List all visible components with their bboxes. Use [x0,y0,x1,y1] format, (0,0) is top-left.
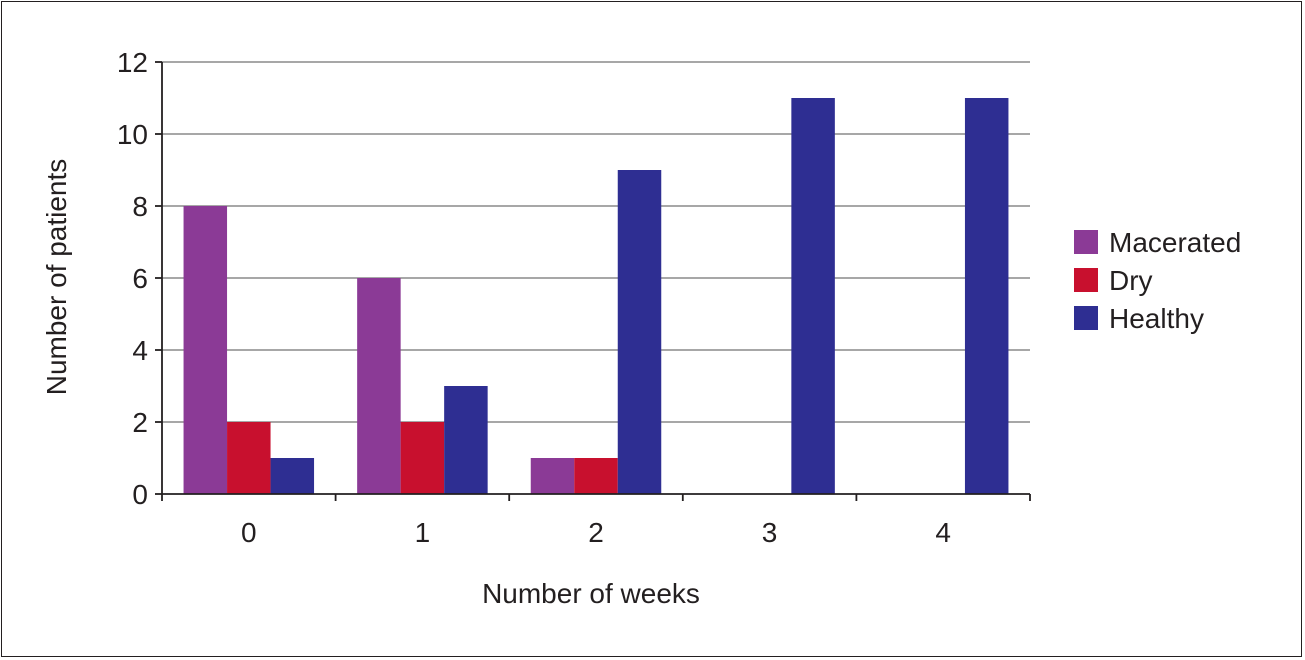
x-tick-labels: 0 1 2 3 4 [241,517,951,548]
y-tick-label: 2 [132,407,148,438]
legend-label-macerated: Macerated [1109,227,1241,258]
y-tick-label: 12 [117,47,148,78]
y-axis-title: Number of patients [41,159,72,396]
x-tick-label: 2 [588,517,604,548]
bars [183,98,1009,494]
legend-label-dry: Dry [1109,265,1153,296]
bar-dry-0 [227,422,271,494]
x-tick-label: 4 [935,517,951,548]
bar-healthy-3 [791,98,835,494]
x-tick-label: 1 [415,517,431,548]
y-tick-label: 0 [132,479,148,510]
legend-label-healthy: Healthy [1109,303,1204,334]
x-tick-label: 0 [241,517,257,548]
bar-healthy-1 [444,386,488,494]
legend-swatch-healthy [1074,306,1098,330]
legend-swatch-macerated [1074,230,1098,254]
gridlines [162,61,1030,423]
bar-macerated-1 [357,278,401,494]
bar-macerated-0 [183,206,228,494]
y-tick-label: 4 [132,335,148,366]
y-tick-label: 8 [132,191,148,222]
bar-macerated-2 [530,458,575,494]
bar-dry-1 [400,422,445,494]
y-tick-label: 6 [132,263,148,294]
y-tick-labels: 0 2 4 6 8 10 12 [117,47,148,510]
bar-dry-2 [574,458,618,494]
y-tick-label: 10 [117,119,148,150]
legend-swatch-dry [1074,268,1098,292]
x-axis-title: Number of weeks [482,578,700,609]
x-tick-label: 3 [762,517,778,548]
legend: Macerated Dry Healthy [1074,227,1241,334]
bar-healthy-2 [617,170,662,494]
axes [155,61,1031,501]
bar-healthy-4 [964,98,1009,494]
bar-healthy-0 [270,458,315,494]
